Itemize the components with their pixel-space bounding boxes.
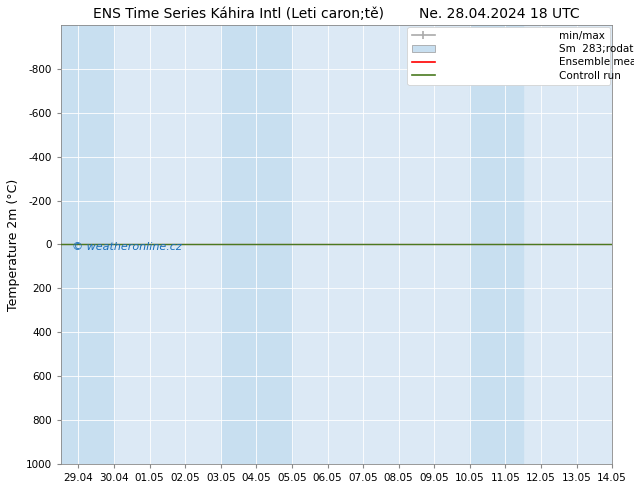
Bar bbox=[61, 25, 114, 464]
Bar bbox=[221, 25, 292, 464]
Legend: min/max, Sm  283;rodatn acute; odchylka, Ensemble mean run, Controll run: min/max, Sm 283;rodatn acute; odchylka, … bbox=[408, 27, 610, 85]
Y-axis label: Temperature 2m (°C): Temperature 2m (°C) bbox=[7, 178, 20, 311]
Bar bbox=[470, 25, 523, 464]
Text: © weatheronline.cz: © weatheronline.cz bbox=[72, 242, 181, 252]
Title: ENS Time Series Káhira Intl (Leti caron;tě)        Ne. 28.04.2024 18 UTC: ENS Time Series Káhira Intl (Leti caron;… bbox=[93, 7, 579, 21]
